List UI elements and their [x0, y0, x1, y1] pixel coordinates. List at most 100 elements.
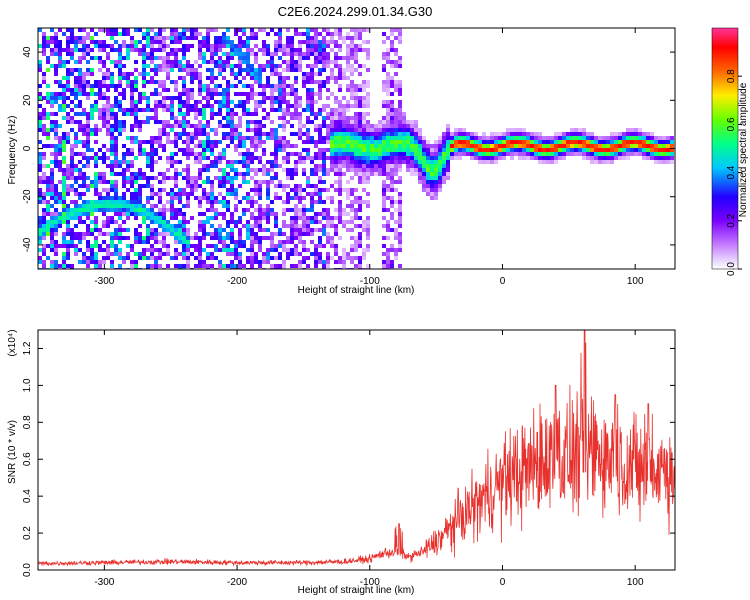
spectrogram-cell: [334, 56, 338, 60]
spectrogram-cell: [290, 40, 294, 44]
spectrogram-cell: [94, 228, 98, 232]
spectrogram-cell: [70, 144, 74, 148]
spectrogram-cell: [154, 80, 158, 84]
spectrogram-cell: [374, 152, 378, 156]
spectrogram-cell: [258, 204, 262, 208]
spectrogram-cell: [182, 256, 186, 260]
spectrogram-cell: [202, 212, 206, 216]
spectrogram-cell: [118, 252, 122, 256]
spectrogram-cell: [390, 76, 394, 80]
spectrogram-cell: [186, 92, 190, 96]
spectrogram-cell: [90, 128, 94, 132]
spectrogram-cell: [202, 148, 206, 152]
spectrogram-cell: [102, 256, 106, 260]
spectrogram-cell: [154, 216, 158, 220]
spectrogram-cell: [186, 172, 190, 176]
spectrogram-cell: [118, 256, 122, 260]
y-tick-label: 20: [22, 94, 33, 106]
spectrogram-cell: [66, 188, 70, 192]
spectrogram-cell: [138, 96, 142, 100]
spectrogram-cell: [346, 168, 350, 172]
spectrogram-cell: [362, 80, 366, 84]
spectrogram-cell: [214, 144, 218, 148]
spectrogram-cell: [86, 60, 90, 64]
spectrogram-cell: [174, 180, 178, 184]
spectrogram-cell: [58, 152, 62, 156]
spectrogram-cell: [262, 44, 266, 48]
spectrogram-cell: [342, 76, 346, 80]
spectrogram-cell: [286, 144, 290, 148]
spectrogram-cell: [334, 160, 338, 164]
spectrogram-cell: [242, 240, 246, 244]
spectrogram-cell: [114, 156, 118, 160]
spectrogram-cell: [146, 240, 150, 244]
spectrogram-cell: [250, 264, 254, 268]
spectrogram-cell: [206, 36, 210, 40]
spectrogram-cell: [222, 176, 226, 180]
spectrogram-cell: [202, 44, 206, 48]
spectrogram-cell: [314, 56, 318, 60]
spectrogram-cell: [358, 88, 362, 92]
spectrogram-cell: [286, 44, 290, 48]
colorbar-ticks: 0.00.20.40.60.8: [726, 69, 742, 276]
spectrogram-cell: [206, 256, 210, 260]
spectrogram-cell: [266, 60, 270, 64]
spectrogram-cell: [514, 140, 518, 144]
spectrogram-cell: [122, 96, 126, 100]
spectrogram-cell: [66, 264, 70, 268]
spectrogram-cell: [282, 136, 286, 140]
spectrogram-cell: [138, 176, 142, 180]
spectrogram-cell: [162, 44, 166, 48]
spectrogram-cell: [614, 148, 618, 152]
spectrogram-cell: [518, 152, 522, 156]
spectrogram-cell: [250, 248, 254, 252]
spectrogram-cell: [250, 160, 254, 164]
spectrogram-cell: [130, 244, 134, 248]
spectrogram-cell: [186, 260, 190, 264]
spectrogram-cell: [150, 220, 154, 224]
spectrogram-cell: [110, 204, 114, 208]
spectrogram-cell: [338, 180, 342, 184]
spectrogram-cell: [294, 116, 298, 120]
spectrogram-cell: [62, 168, 66, 172]
spectrogram-cell: [74, 208, 78, 212]
spectrogram-cell: [174, 240, 178, 244]
spectrogram-cell: [246, 172, 250, 176]
spectrogram-cell: [146, 28, 150, 32]
spectrogram-cell: [594, 144, 598, 148]
spectrogram-cell: [494, 140, 498, 144]
spectrogram-cell: [322, 160, 326, 164]
spectrogram-cell: [554, 144, 558, 148]
spectrogram-cell: [282, 260, 286, 264]
spectrogram-cell: [398, 160, 402, 164]
spectrogram-cell: [306, 40, 310, 44]
spectrogram-cell: [242, 40, 246, 44]
spectrogram-cell: [74, 92, 78, 96]
spectrogram-cell: [306, 132, 310, 136]
spectrogram-cell: [402, 140, 406, 144]
spectrogram-cell: [402, 136, 406, 140]
spectrogram-cell: [46, 256, 50, 260]
spectrogram-cell: [110, 236, 114, 240]
spectrogram-cell: [318, 140, 322, 144]
spectrogram-cell: [310, 192, 314, 196]
spectrogram-cell: [46, 224, 50, 228]
spectrogram-cell: [274, 64, 278, 68]
spectrogram-cell: [354, 216, 358, 220]
spectrogram-cell: [390, 196, 394, 200]
spectrogram-cell: [210, 200, 214, 204]
spectrogram-cell: [94, 108, 98, 112]
spectrogram-cell: [386, 260, 390, 264]
spectrogram-cell: [106, 180, 110, 184]
spectrogram-cell: [174, 28, 178, 32]
spectrogram-cell: [78, 56, 82, 60]
spectrogram-cell: [282, 160, 286, 164]
spectrogram-cell: [558, 144, 562, 148]
spectrogram-cell: [574, 144, 578, 148]
spectrogram-cell: [158, 140, 162, 144]
spectrogram-cell: [158, 80, 162, 84]
spectrogram-cell: [138, 92, 142, 96]
spectrogram-cell: [250, 224, 254, 228]
spectrogram-cell: [346, 220, 350, 224]
